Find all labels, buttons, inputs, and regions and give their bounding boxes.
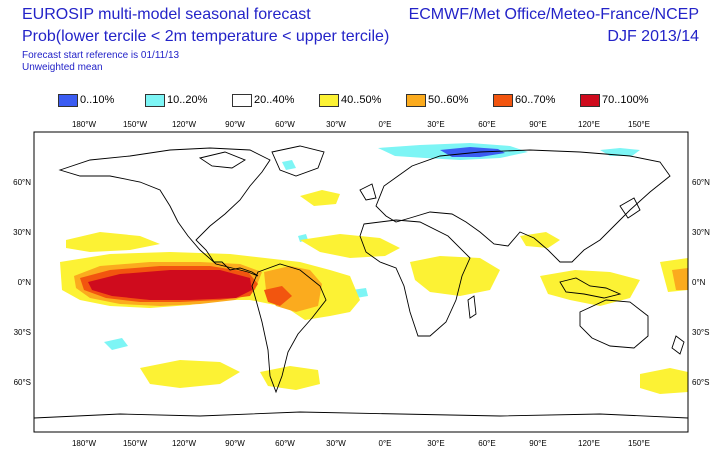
lon-labels-top: 180°W 150°W 120°W 90°W 60°W 30°W 0°E 30°… <box>72 120 650 129</box>
legend-label: 60..70% <box>515 94 556 106</box>
legend-label: 20..40% <box>254 94 295 106</box>
lat-labels-left: 60°N 30°N 0°N 30°S 60°S <box>13 178 31 387</box>
shade-40-50 <box>260 366 320 390</box>
shade-40-50 <box>410 256 500 296</box>
lon-label: 60°W <box>275 439 295 448</box>
shade-10-20 <box>282 160 296 170</box>
lon-label: 90°E <box>529 439 546 448</box>
legend-label: 50..60% <box>428 94 469 106</box>
africa-outline <box>359 219 471 337</box>
legend-swatch <box>493 94 513 107</box>
legend-swatch <box>580 94 600 107</box>
shade-50-60 <box>672 268 688 290</box>
lon-label: 90°E <box>529 120 546 129</box>
legend-swatch <box>58 94 78 107</box>
south-america-outline <box>251 263 327 394</box>
indonesia-outline <box>559 277 622 299</box>
legend-label: 10..20% <box>167 94 208 106</box>
shade-40-50 <box>540 270 640 306</box>
lon-label: 180°W <box>72 439 97 448</box>
legend-label: 0..10% <box>80 94 115 106</box>
british-isles-outline <box>359 183 377 201</box>
north-america-outline <box>58 147 271 277</box>
lon-label: 150°E <box>628 439 650 448</box>
title-line-1: EUROSIP multi-model seasonal forecast <box>22 6 311 23</box>
legend-label: 70..100% <box>602 94 649 106</box>
mean-type: Unweighted mean <box>22 62 103 73</box>
legend: 0..10% 10..20% 20..40% 40..50% 50..60% 6… <box>0 93 723 109</box>
lon-label: 60°W <box>275 120 295 129</box>
probability-shading <box>60 143 688 394</box>
lat-label: 60°S <box>692 378 709 387</box>
lat-label: 30°S <box>14 328 31 337</box>
shade-40-50 <box>300 234 400 258</box>
antarctica-outline <box>34 411 688 419</box>
lon-label: 120°W <box>172 439 197 448</box>
coastlines <box>34 145 688 419</box>
canadian-islands-outline <box>198 151 246 169</box>
lon-label: 90°W <box>225 120 245 129</box>
lon-label: 30°E <box>427 439 444 448</box>
lat-label: 30°N <box>13 228 31 237</box>
legend-swatch <box>406 94 426 107</box>
centres-label: ECMWF/Met Office/Meteo-France/NCEP <box>408 6 699 23</box>
shade-70-100 <box>88 270 252 300</box>
greenland-outline <box>271 145 325 177</box>
new-zealand-outline <box>671 335 685 355</box>
shade-60-70 <box>264 286 292 306</box>
shade-40-50 <box>300 190 340 206</box>
lon-label: 0°E <box>379 120 392 129</box>
lon-label: 150°W <box>123 439 148 448</box>
lon-label: 30°E <box>427 120 444 129</box>
lon-label: 60°E <box>478 439 495 448</box>
lon-labels-bottom: 180°W 150°W 120°W 90°W 60°W 30°W 0°E 30°… <box>72 439 650 448</box>
eurasia-outline <box>375 149 671 263</box>
shade-10-20 <box>104 338 128 350</box>
lon-label: 120°E <box>578 439 600 448</box>
forecast-start-reference: Forecast start reference is 01/11/13 <box>22 50 180 61</box>
lat-label: 60°S <box>14 378 31 387</box>
legend-label: 40..50% <box>341 94 382 106</box>
season-label: DJF 2013/14 <box>607 28 699 45</box>
lon-label: 120°W <box>172 120 197 129</box>
madagascar-outline <box>467 295 477 319</box>
japan-outline <box>619 197 641 219</box>
title-line-2: Prob(lower tercile < 2m temperature < up… <box>22 28 390 45</box>
shade-40-50 <box>640 368 688 394</box>
lon-label: 90°W <box>225 439 245 448</box>
lat-label: 0°N <box>692 278 706 287</box>
lon-label: 30°W <box>326 120 346 129</box>
legend-swatch <box>145 94 165 107</box>
australia-outline <box>579 299 649 349</box>
legend-swatch <box>232 94 252 107</box>
lon-label: 30°W <box>326 439 346 448</box>
legend-swatch <box>319 94 339 107</box>
lat-label: 30°N <box>692 228 710 237</box>
lat-label: 30°S <box>692 328 709 337</box>
lat-label: 60°N <box>692 178 710 187</box>
map-frame <box>33 131 689 433</box>
lat-labels-right: 60°N 30°N 0°N 30°S 60°S <box>692 178 710 387</box>
lat-label: 60°N <box>13 178 31 187</box>
lon-label: 0°E <box>379 439 392 448</box>
shade-40-50 <box>140 360 240 388</box>
lon-label: 180°W <box>72 120 97 129</box>
lon-label: 150°W <box>123 120 148 129</box>
lon-label: 120°E <box>578 120 600 129</box>
shade-40-50 <box>66 232 160 252</box>
lon-label: 60°E <box>478 120 495 129</box>
lat-label: 0°N <box>18 278 32 287</box>
lon-label: 150°E <box>628 120 650 129</box>
